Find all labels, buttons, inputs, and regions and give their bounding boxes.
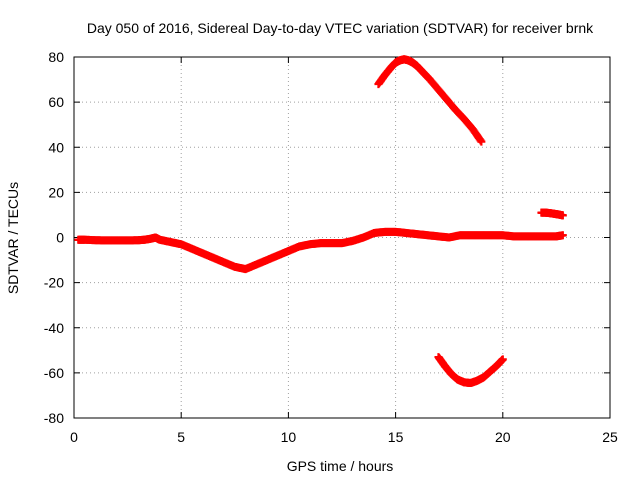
y-tick-label: -60 [44, 365, 64, 381]
x-tick-label: 15 [388, 429, 404, 445]
series-short-segment [537, 208, 567, 220]
series-lower-arc [434, 353, 507, 388]
y-tick-label: 20 [48, 184, 64, 200]
x-tick-label: 20 [495, 429, 511, 445]
grid-lines [74, 57, 610, 418]
y-tick-label: 60 [48, 94, 64, 110]
y-tick-label: 80 [48, 49, 64, 65]
data-point [558, 211, 567, 220]
x-tick-label: 0 [70, 429, 78, 445]
data-points [74, 55, 567, 388]
x-tick-label: 5 [177, 429, 185, 445]
y-tick-label: -80 [44, 410, 64, 426]
x-tick-label: 10 [281, 429, 297, 445]
data-point [498, 355, 507, 364]
data-point [477, 137, 486, 146]
x-tick-label: 25 [602, 429, 618, 445]
x-axis-label: GPS time / hours [287, 458, 394, 474]
series-main-track [74, 227, 567, 274]
y-tick-label: -40 [44, 320, 64, 336]
y-tick-label: -20 [44, 275, 64, 291]
series-upper-arc [374, 55, 486, 146]
axis-ticks: 0 5 10 15 20 25 -80 -60 -40 -20 0 20 40 60 80 [44, 49, 618, 445]
y-tick-label: 40 [48, 139, 64, 155]
data-point [558, 231, 567, 240]
y-tick-label: 0 [56, 230, 64, 246]
y-axis-label: SDTVAR / TECUs [5, 182, 21, 294]
chart-title: Day 050 of 2016, Sidereal Day-to-day VTE… [87, 20, 594, 36]
